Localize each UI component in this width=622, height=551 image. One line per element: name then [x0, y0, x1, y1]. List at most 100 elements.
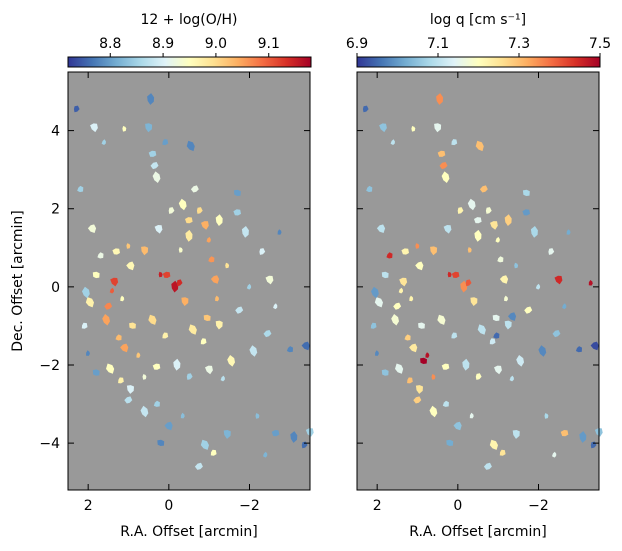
x-tick-label: 0 — [164, 498, 173, 514]
data-point — [210, 449, 217, 456]
data-point — [474, 217, 482, 224]
data-point — [489, 439, 498, 450]
x-tick-label: −2 — [239, 498, 260, 514]
data-point — [544, 413, 549, 419]
data-point — [200, 439, 209, 450]
y-tick-label: 4 — [51, 124, 60, 140]
data-point — [371, 286, 379, 299]
data-point — [164, 421, 173, 431]
colorbar-tick-label: 7.1 — [427, 36, 449, 52]
data-point — [434, 123, 442, 133]
data-point — [399, 277, 408, 287]
data-point — [233, 209, 241, 216]
data-point — [194, 462, 203, 470]
data-point — [575, 346, 582, 353]
data-point — [126, 261, 135, 271]
data-point — [393, 302, 402, 310]
data-point — [590, 341, 599, 351]
data-point — [185, 229, 193, 242]
data-point — [415, 261, 424, 271]
colorbar-tick-label: 7.3 — [508, 36, 530, 52]
data-point — [162, 271, 171, 278]
plot-area — [357, 72, 599, 490]
y-tick-label: −2 — [39, 358, 60, 374]
data-point — [271, 430, 280, 437]
data-point — [474, 229, 482, 242]
data-point — [386, 252, 393, 259]
colorbar-label: 12 + log(O/H) — [141, 12, 238, 28]
data-point — [460, 280, 468, 293]
data-point — [206, 236, 211, 243]
data-point — [588, 280, 593, 286]
x-tick-label: 0 — [453, 498, 462, 514]
x-tick-label: 2 — [84, 498, 93, 514]
data-point — [223, 430, 231, 439]
colorbar — [67, 56, 312, 68]
data-point — [147, 93, 155, 105]
data-point — [124, 396, 133, 404]
data-point — [477, 324, 486, 335]
data-point — [112, 248, 120, 255]
data-point — [73, 105, 80, 113]
data-point — [508, 312, 517, 321]
data-point — [86, 350, 90, 356]
data-point — [168, 207, 175, 214]
data-point — [548, 248, 555, 255]
data-point — [118, 377, 124, 384]
data-point — [145, 123, 153, 133]
data-point — [215, 214, 223, 226]
x-tick-label: 2 — [373, 498, 382, 514]
data-point — [451, 332, 458, 339]
data-point — [265, 275, 274, 285]
data-point — [370, 322, 377, 329]
data-point — [210, 275, 220, 284]
data-point — [431, 374, 436, 380]
data-point — [225, 262, 230, 269]
data-point — [437, 314, 446, 325]
data-point — [579, 431, 587, 443]
data-point — [552, 330, 561, 338]
data-point — [102, 314, 110, 326]
data-point — [158, 271, 163, 278]
data-point — [376, 224, 386, 233]
data-point — [181, 297, 189, 306]
data-point — [162, 139, 169, 146]
data-point — [420, 357, 427, 364]
data-point — [235, 306, 244, 314]
data-point — [366, 185, 373, 193]
data-point — [90, 123, 98, 133]
data-point — [126, 385, 134, 394]
data-point — [516, 355, 524, 367]
data-point — [490, 221, 498, 230]
data-point — [162, 332, 169, 339]
data-point — [483, 462, 492, 470]
x-tick-label: −2 — [528, 498, 549, 514]
data-point — [535, 283, 541, 290]
data-point — [443, 225, 452, 234]
data-point — [442, 400, 449, 407]
data-point — [409, 295, 414, 302]
y-tick-label: 0 — [51, 280, 60, 296]
data-point — [381, 271, 389, 279]
data-point — [425, 352, 430, 358]
data-point — [255, 413, 260, 419]
data-point — [390, 139, 395, 145]
colorbar — [356, 56, 601, 68]
data-point — [504, 214, 512, 226]
data-point — [457, 207, 464, 214]
data-point — [178, 247, 183, 253]
data-point — [465, 279, 472, 287]
data-point — [87, 224, 97, 233]
data-point — [153, 400, 160, 407]
data-point — [120, 343, 129, 353]
data-point — [241, 226, 249, 238]
data-point — [203, 314, 211, 321]
colorbar-tick-label: 9.1 — [258, 36, 280, 52]
data-point — [152, 171, 161, 183]
data-point — [101, 139, 106, 145]
data-point — [475, 373, 482, 380]
data-point — [415, 243, 420, 249]
data-point — [115, 334, 122, 341]
data-point — [562, 303, 567, 310]
data-point — [499, 275, 509, 284]
